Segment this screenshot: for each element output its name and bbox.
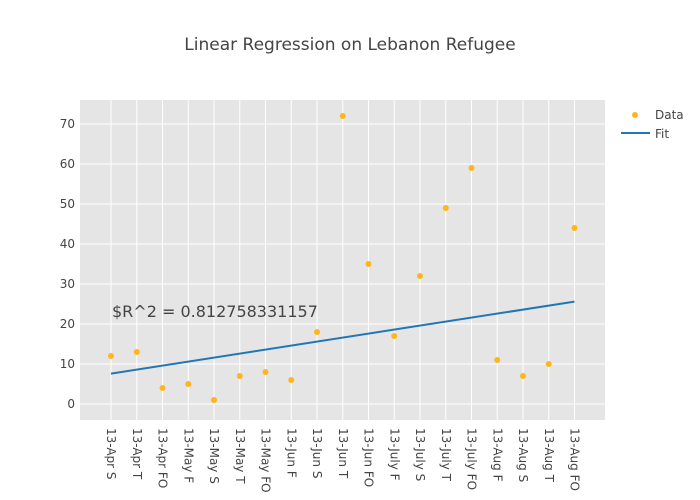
r-squared-annotation: $R^2 = 0.812758331157 xyxy=(112,302,318,321)
data-point xyxy=(314,329,320,335)
fit-line xyxy=(110,300,575,375)
x-tick-label: 13-Aug F xyxy=(490,428,504,482)
y-tick-label: 70 xyxy=(60,117,75,131)
x-tick-label: 13-May T xyxy=(233,428,247,484)
x-tick-label: 13-Jun T xyxy=(336,428,350,479)
data-point xyxy=(468,165,475,171)
fit-series xyxy=(110,300,575,375)
x-tick-label: 13-July FO xyxy=(465,428,479,490)
data-point xyxy=(159,385,166,391)
data-point xyxy=(494,357,501,363)
x-tick-label: 13-July T xyxy=(439,428,453,482)
data-point xyxy=(185,381,192,387)
grid xyxy=(80,100,605,420)
x-tick-label: 13-Apr T xyxy=(130,428,144,480)
data-point xyxy=(236,373,243,379)
y-tick-label: 50 xyxy=(60,197,75,211)
y-tick-label: 30 xyxy=(60,277,75,291)
x-tick-label: 13-Apr FO xyxy=(156,428,170,488)
legend-fit-label: Fit xyxy=(655,127,669,141)
x-tick-label: 13-Aug S xyxy=(516,428,530,482)
data-point xyxy=(417,273,423,279)
x-tick-label: 13-May F xyxy=(181,428,195,483)
x-tick-label: 13-Apr S xyxy=(104,428,118,480)
x-axis: 13-Apr S 13-Apr T 13-Apr FO 13-May F 13-May … xyxy=(104,428,582,493)
data-point xyxy=(442,205,449,211)
data-series xyxy=(108,113,578,403)
legend: Data Fit xyxy=(621,108,684,141)
data-point xyxy=(133,349,140,355)
y-tick-label: 60 xyxy=(60,157,75,171)
x-tick-label: 13-May S xyxy=(207,428,221,484)
data-point xyxy=(108,353,114,359)
x-tick-label: 13-May FO xyxy=(259,428,273,493)
data-point xyxy=(391,333,398,339)
legend-data-marker xyxy=(632,112,638,118)
data-point xyxy=(288,377,295,383)
data-point xyxy=(211,397,217,403)
x-tick-label: 13-July S xyxy=(413,428,427,481)
y-tick-label: 40 xyxy=(60,237,75,251)
y-axis: 0 10 20 30 40 50 60 70 xyxy=(60,117,75,411)
y-tick-label: 20 xyxy=(60,317,75,331)
x-tick-label: 13-Jun F xyxy=(284,428,298,478)
x-tick-label: 13-Jun FO xyxy=(362,428,376,487)
data-point xyxy=(520,373,526,379)
y-tick-label: 10 xyxy=(60,357,75,371)
data-point xyxy=(262,369,269,375)
data-point xyxy=(365,261,372,267)
x-tick-label: 13-Aug T xyxy=(542,428,556,483)
data-point xyxy=(339,113,346,119)
data-point xyxy=(545,361,552,367)
x-tick-label: 13-Jun S xyxy=(310,428,324,478)
x-tick-label: 13-July F xyxy=(387,428,401,481)
chart-title: Linear Regression on Lebanon Refugee xyxy=(184,35,515,55)
legend-data-label: Data xyxy=(655,108,684,122)
y-tick-label: 0 xyxy=(67,397,75,411)
x-tick-label: 13-Aug FO xyxy=(568,428,582,491)
data-point xyxy=(571,225,578,231)
